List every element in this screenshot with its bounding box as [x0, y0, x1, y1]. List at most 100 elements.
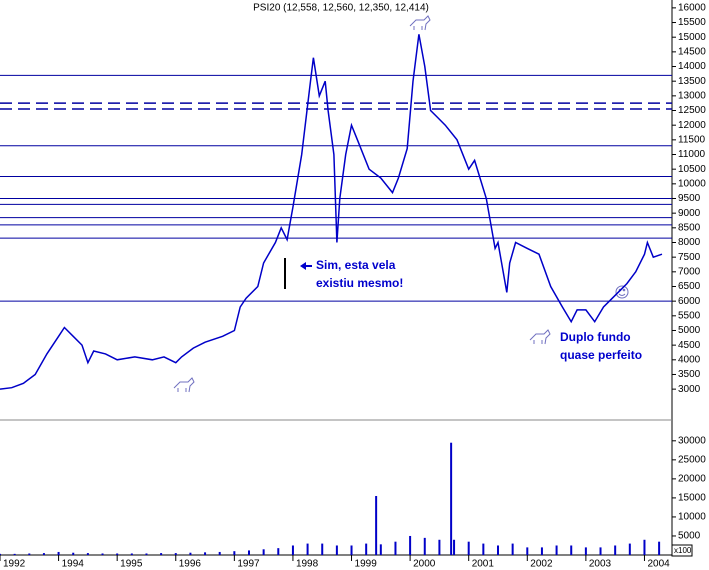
y-tick-label: 9500 [678, 193, 701, 204]
volume-bar [643, 539, 646, 555]
volume-bar [116, 553, 119, 555]
y-tick-label: 6000 [678, 296, 701, 307]
annotation: quase perfeito [560, 348, 642, 362]
y-tick-label: 25000 [678, 454, 706, 465]
unit-box [671, 544, 693, 557]
volume-bar [423, 537, 426, 555]
y-tick-label: 3000 [678, 384, 701, 395]
unit-label: x100 [674, 546, 692, 555]
volume-bar [86, 553, 89, 555]
y-tick-label: 8000 [678, 237, 701, 248]
y-tick-label: 11500 [678, 134, 706, 145]
y-tick-label: 15500 [678, 17, 706, 28]
x-tick-label: 2002 [530, 559, 553, 570]
volume-bar [375, 496, 378, 555]
volume-bar [72, 552, 75, 555]
volume-bar [438, 539, 441, 555]
volume-bar [174, 553, 177, 555]
volume-bar [321, 543, 324, 555]
volume-bar [350, 545, 353, 555]
annotation: Duplo fundo [560, 330, 631, 344]
volume-bar [453, 539, 456, 555]
y-tick-label: 10000 [678, 178, 706, 189]
x-tick-label: 1995 [120, 559, 143, 570]
annotation: Sim, esta vela [316, 258, 396, 272]
volume-bar [540, 547, 543, 555]
volume-bar [394, 541, 397, 555]
volume-bar [658, 541, 661, 555]
y-tick-label: 15000 [678, 32, 706, 43]
y-tick-label: 4000 [678, 354, 701, 365]
volume-bar [511, 543, 514, 555]
volume-bar [189, 552, 192, 555]
volume-bar [277, 548, 280, 555]
volume-bar [628, 543, 631, 555]
volume-bar [379, 544, 382, 555]
volume-bar [262, 549, 265, 555]
y-tick-label: 5000 [678, 325, 701, 336]
y-tick-label: 20000 [678, 474, 706, 485]
arrow-head [300, 262, 306, 270]
y-tick-label: 7000 [678, 266, 701, 277]
y-tick-label: 10000 [678, 512, 706, 523]
x-tick-label: 2000 [413, 559, 436, 570]
x-tick-label: 2004 [647, 559, 670, 570]
chart-title: PSI20 (12,558, 12,560, 12,350, 12,414) [253, 3, 429, 14]
annotation: existiu mesmo! [316, 276, 403, 290]
x-tick-label: 2001 [472, 559, 495, 570]
volume-bar [496, 545, 499, 555]
x-tick-label: 1992 [3, 559, 26, 570]
y-tick-label: 6500 [678, 281, 701, 292]
volume-bar [467, 541, 470, 555]
y-tick-label: 30000 [678, 435, 706, 446]
volume-bar [101, 553, 104, 555]
x-tick-label: 1999 [355, 559, 378, 570]
volume-bar [614, 545, 617, 555]
volume-bar [365, 543, 368, 555]
volume-bar [335, 545, 338, 555]
volume-bar [291, 545, 294, 555]
y-tick-label: 3500 [678, 369, 701, 380]
y-tick-label: 16000 [678, 3, 706, 14]
y-tick-label: 13000 [678, 90, 706, 101]
x-tick-label: 1996 [179, 559, 202, 570]
y-tick-label: 7500 [678, 252, 701, 263]
y-tick-label: 12000 [678, 120, 706, 131]
y-tick-label: 15000 [678, 493, 706, 504]
volume-bar [233, 551, 236, 555]
volume-bar [599, 547, 602, 555]
volume-bar [145, 553, 148, 555]
volume-bar [160, 553, 163, 555]
y-tick-label: 14500 [678, 46, 706, 57]
y-tick-label: 11000 [678, 149, 706, 160]
volume-bar [584, 547, 587, 555]
volume-bar [57, 551, 60, 555]
volume-bar [555, 545, 558, 555]
x-tick-label: 2003 [589, 559, 612, 570]
y-tick-label: 10500 [678, 164, 706, 175]
y-tick-label: 12500 [678, 105, 706, 116]
y-tick-label: 14000 [678, 61, 706, 72]
volume-bar [218, 551, 221, 555]
volume-bar [306, 543, 309, 555]
volume-bar [482, 543, 485, 555]
volume-bar [570, 545, 573, 555]
volume-bar [247, 550, 250, 555]
y-tick-label: 8500 [678, 222, 701, 233]
price-line [0, 34, 663, 390]
volume-bar [526, 547, 529, 555]
volume-bar [204, 552, 207, 555]
y-tick-label: 9000 [678, 208, 701, 219]
volume-bar [13, 553, 16, 555]
volume-bar [130, 553, 133, 555]
y-tick-label: 5500 [678, 310, 701, 321]
volume-bar [0, 553, 1, 555]
y-tick-label: 5000 [678, 531, 701, 542]
y-tick-label: 13500 [678, 76, 706, 87]
icon [173, 15, 629, 393]
x-tick-label: 1997 [237, 559, 260, 570]
y-tick-label: 4500 [678, 340, 701, 351]
x-tick-label: 1994 [62, 559, 85, 570]
